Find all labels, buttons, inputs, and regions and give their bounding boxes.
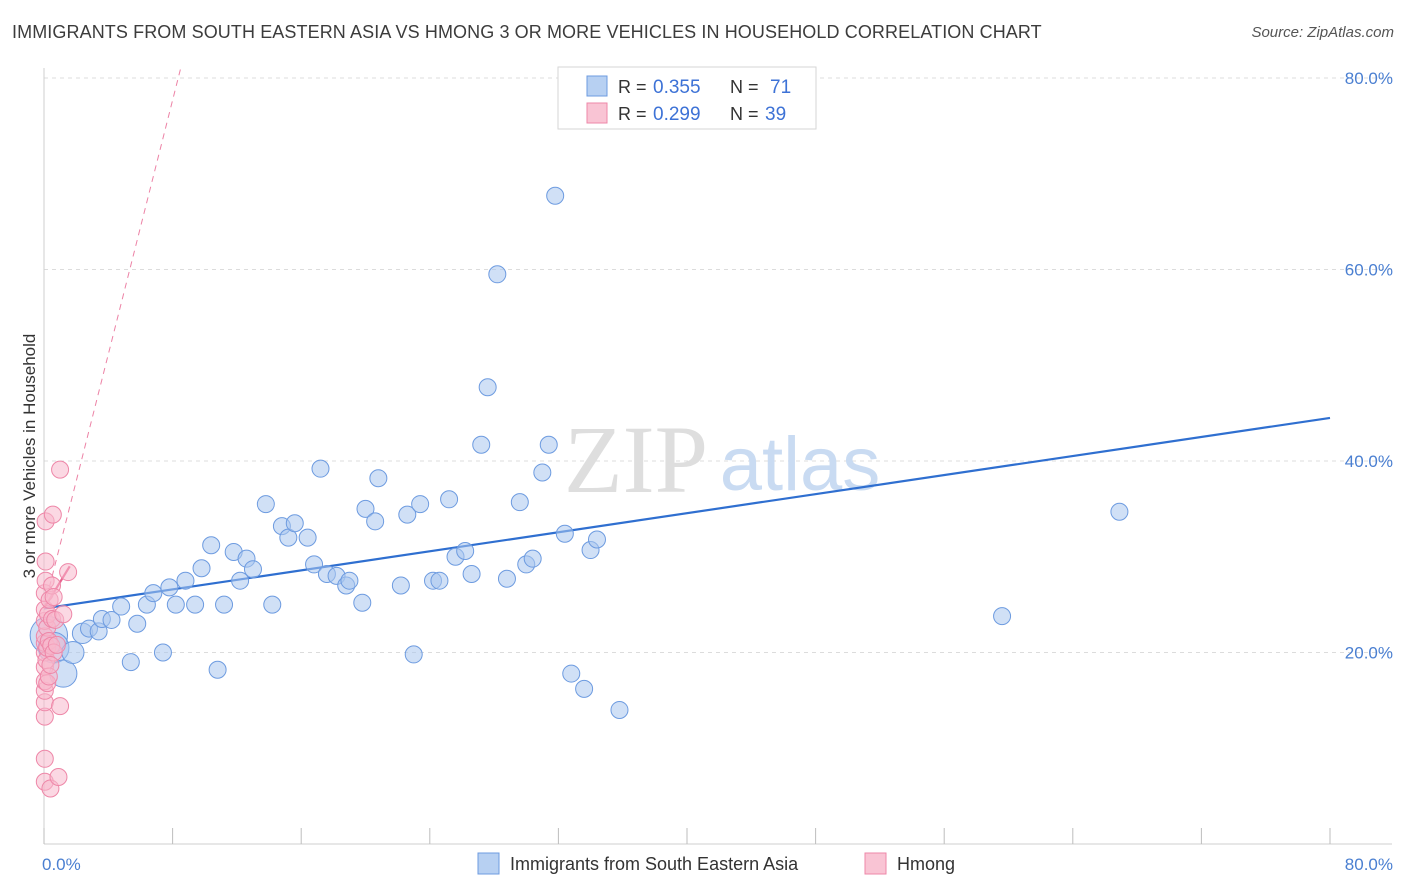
immigrants-point-27 [256, 495, 275, 514]
immigrants-point-41 [366, 512, 385, 531]
immigrants-point-61 [539, 435, 558, 454]
legend-n-label-1: N = [730, 77, 759, 97]
hmong-point-37 [59, 563, 78, 582]
y-tick-label-2: 60.0% [1345, 261, 1393, 280]
bottom-legend-label-2: Hmong [897, 854, 955, 874]
hmong-point-1 [35, 749, 54, 768]
immigrants-point-65 [575, 679, 594, 698]
immigrants-point-44 [398, 505, 417, 524]
immigrants-point-33 [305, 555, 324, 574]
immigrants-point-57 [510, 493, 529, 512]
immigrants-point-15 [160, 578, 179, 597]
hmong-point-30 [44, 587, 63, 606]
tick-labels: 20.0% 40.0% 60.0% 80.0% 0.0% 80.0% [42, 69, 1393, 874]
immigrants-point-52 [462, 564, 481, 583]
immigrants-point-62 [546, 186, 565, 205]
immigrants-point-38 [340, 571, 359, 590]
immigrants-point-26 [243, 560, 262, 579]
immigrants-point-64 [562, 664, 581, 683]
immigrants-point-28 [263, 595, 282, 614]
immigrants-point-8 [102, 610, 121, 629]
bottom-legend-label-1: Immigrants from South Eastern Asia [510, 854, 799, 874]
immigrants-point-42 [369, 469, 388, 488]
immigrants-point-67 [587, 530, 606, 549]
immigrants-point-56 [497, 569, 516, 588]
legend-r-value-1: 0.355 [653, 77, 701, 98]
immigrants-point-59 [523, 549, 542, 568]
y-tick-label-1: 40.0% [1345, 452, 1393, 471]
immigrants-point-22 [215, 595, 234, 614]
immigrants-point-40 [356, 499, 375, 518]
immigrants-point-14 [153, 643, 172, 662]
hmong-point-33 [49, 767, 68, 786]
immigrants-point-21 [208, 660, 227, 679]
legend-r-label-2: R = [618, 104, 647, 124]
immigrants-point-13 [144, 584, 163, 603]
watermark: ZIP atlas [564, 406, 880, 513]
immigrants-point-49 [440, 490, 459, 509]
gridlines [44, 77, 1392, 653]
legend-n-value-2: 39 [765, 104, 786, 125]
chart-title: IMMIGRANTS FROM SOUTH EASTERN ASIA VS HM… [12, 22, 1042, 42]
trend-lines [43, 68, 1331, 610]
hmong-point-36 [54, 605, 73, 624]
x-tick-label-right: 80.0% [1345, 855, 1393, 874]
bottom-legend-swatch-blue [477, 852, 500, 875]
immigrants-trend-line [43, 416, 1331, 610]
immigrants-point-34 [311, 459, 330, 478]
immigrants-point-63 [555, 524, 574, 543]
immigrants-point-54 [478, 378, 497, 397]
top-legend: R = 0.355 N = 71 R = 0.299 N = 39 [557, 66, 817, 130]
immigrants-point-19 [192, 559, 211, 578]
immigrants-point-55 [488, 265, 507, 284]
hmong-point-34 [51, 697, 70, 716]
series-hmong-points [35, 460, 78, 798]
y-tick-label-0: 20.0% [1345, 644, 1393, 663]
hmong-point-35 [51, 460, 70, 479]
immigrants-point-10 [121, 653, 140, 672]
x-tick-label-left: 0.0% [42, 855, 81, 874]
immigrants-point-11 [128, 614, 147, 633]
watermark-atlas: atlas [720, 422, 881, 507]
immigrants-point-45 [404, 645, 423, 664]
immigrants-point-53 [472, 435, 491, 454]
immigrants-point-32 [298, 528, 317, 547]
immigrants-point-46 [411, 495, 430, 514]
immigrants-point-70 [1110, 502, 1129, 521]
axes [43, 68, 1392, 845]
immigrants-point-51 [456, 542, 475, 561]
source-label: Source: ZipAtlas.com [1251, 24, 1394, 41]
hmong-point-28 [43, 505, 62, 524]
legend-r-label-1: R = [618, 77, 647, 97]
hmong-trend-extended [43, 68, 182, 609]
bottom-legend: Immigrants from South Eastern Asia Hmong [477, 852, 955, 875]
immigrants-point-68 [610, 700, 629, 719]
bottom-legend-swatch-pink [864, 852, 887, 875]
immigrants-point-69 [993, 607, 1012, 626]
hmong-point-14 [36, 552, 55, 571]
immigrants-point-43 [391, 576, 410, 595]
immigrants-point-31 [285, 514, 304, 533]
legend-swatch-pink [586, 102, 608, 124]
watermark-zip: ZIP [564, 406, 708, 513]
hmong-point-32 [47, 635, 66, 654]
immigrants-point-39 [353, 593, 372, 612]
y-tick-label-3: 80.0% [1345, 69, 1393, 88]
immigrants-point-48 [430, 571, 449, 590]
legend-n-value-1: 71 [770, 77, 791, 98]
immigrants-point-9 [112, 597, 131, 616]
hmong-point-38 [41, 655, 60, 674]
immigrants-point-17 [176, 571, 195, 590]
immigrants-point-18 [186, 595, 205, 614]
legend-swatch-blue [586, 75, 608, 97]
immigrants-point-60 [533, 463, 552, 482]
legend-n-label-2: N = [730, 104, 759, 124]
immigrants-point-24 [231, 571, 250, 590]
immigrants-point-16 [166, 595, 185, 614]
immigrants-point-20 [202, 536, 221, 555]
legend-r-value-2: 0.299 [653, 104, 701, 125]
